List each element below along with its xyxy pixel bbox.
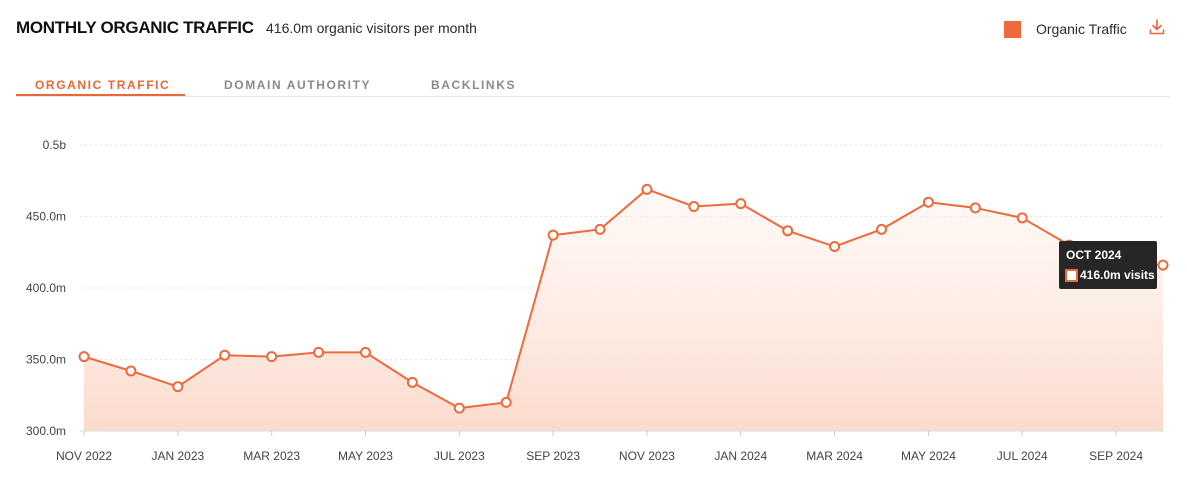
x-tick-label: JUL 2024 <box>997 449 1048 463</box>
y-tick-label: 400.0m <box>26 281 66 295</box>
tooltip-date: OCT 2024 <box>1066 248 1122 262</box>
active-tab-underline <box>16 94 185 96</box>
x-tick-label: MAR 2024 <box>806 449 863 463</box>
data-point[interactable] <box>969 202 981 214</box>
data-point[interactable] <box>500 396 512 408</box>
tab-backlinks[interactable]: BACKLINKS <box>431 78 517 92</box>
page-title: MONTHLY ORGANIC TRAFFIC <box>16 18 254 37</box>
data-point[interactable] <box>453 402 465 414</box>
y-tick-label: 0.5b <box>43 138 67 152</box>
x-tick-label: MAY 2023 <box>338 449 393 463</box>
data-point[interactable] <box>172 381 184 393</box>
data-point[interactable] <box>1157 259 1169 271</box>
chart-header: MONTHLY ORGANIC TRAFFIC 416.0m organic v… <box>16 18 1176 42</box>
data-point[interactable] <box>313 346 325 358</box>
tab-domain-authority[interactable]: DOMAIN AUTHORITY <box>224 78 372 92</box>
data-point[interactable] <box>125 365 137 377</box>
data-point[interactable] <box>922 196 934 208</box>
y-tick-label: 300.0m <box>26 424 66 438</box>
y-tick-label: 350.0m <box>26 353 66 367</box>
data-point[interactable] <box>782 225 794 237</box>
tab-bar: ORGANIC TRAFFIC DOMAIN AUTHORITY BACKLIN… <box>16 76 1170 97</box>
data-point[interactable] <box>594 223 606 235</box>
x-tick-label: JUL 2023 <box>434 449 485 463</box>
data-point[interactable] <box>266 351 278 363</box>
data-point[interactable] <box>547 229 559 241</box>
data-point[interactable] <box>1016 212 1028 224</box>
legend-swatch <box>1004 20 1021 38</box>
y-tick-label: 450.0m <box>26 210 66 224</box>
series-line-organic-traffic <box>83 188 1164 410</box>
tooltip-value: 416.0m visits <box>1080 268 1155 282</box>
download-icon[interactable] <box>1148 18 1166 36</box>
x-tick-label: SEP 2023 <box>526 449 580 463</box>
data-point[interactable] <box>829 241 841 253</box>
tooltip-box <box>1059 241 1157 289</box>
x-tick-label: JAN 2024 <box>714 449 767 463</box>
x-tick-label: SEP 2024 <box>1089 449 1143 463</box>
x-tick-label: NOV 2023 <box>619 449 675 463</box>
tooltip-series-swatch <box>1065 269 1078 282</box>
chart-legend[interactable]: Organic Traffic <box>1004 20 1127 38</box>
data-point[interactable] <box>641 183 653 195</box>
data-point[interactable] <box>406 376 418 388</box>
tab-organic-traffic[interactable]: ORGANIC TRAFFIC <box>35 78 171 92</box>
data-point[interactable] <box>359 346 371 358</box>
data-point[interactable] <box>876 223 888 235</box>
data-point[interactable] <box>735 198 747 210</box>
x-tick-label: MAR 2023 <box>243 449 300 463</box>
x-tick-label: NOV 2022 <box>56 449 112 463</box>
x-tick-label: JAN 2023 <box>151 449 204 463</box>
data-point[interactable] <box>219 349 231 361</box>
data-point[interactable] <box>688 200 700 212</box>
legend-label: Organic Traffic <box>1036 21 1127 37</box>
x-tick-label: MAY 2024 <box>901 449 956 463</box>
data-point[interactable] <box>78 351 90 363</box>
visitors-summary: 416.0m organic visitors per month <box>266 20 477 36</box>
series-area-fill <box>84 189 1163 431</box>
